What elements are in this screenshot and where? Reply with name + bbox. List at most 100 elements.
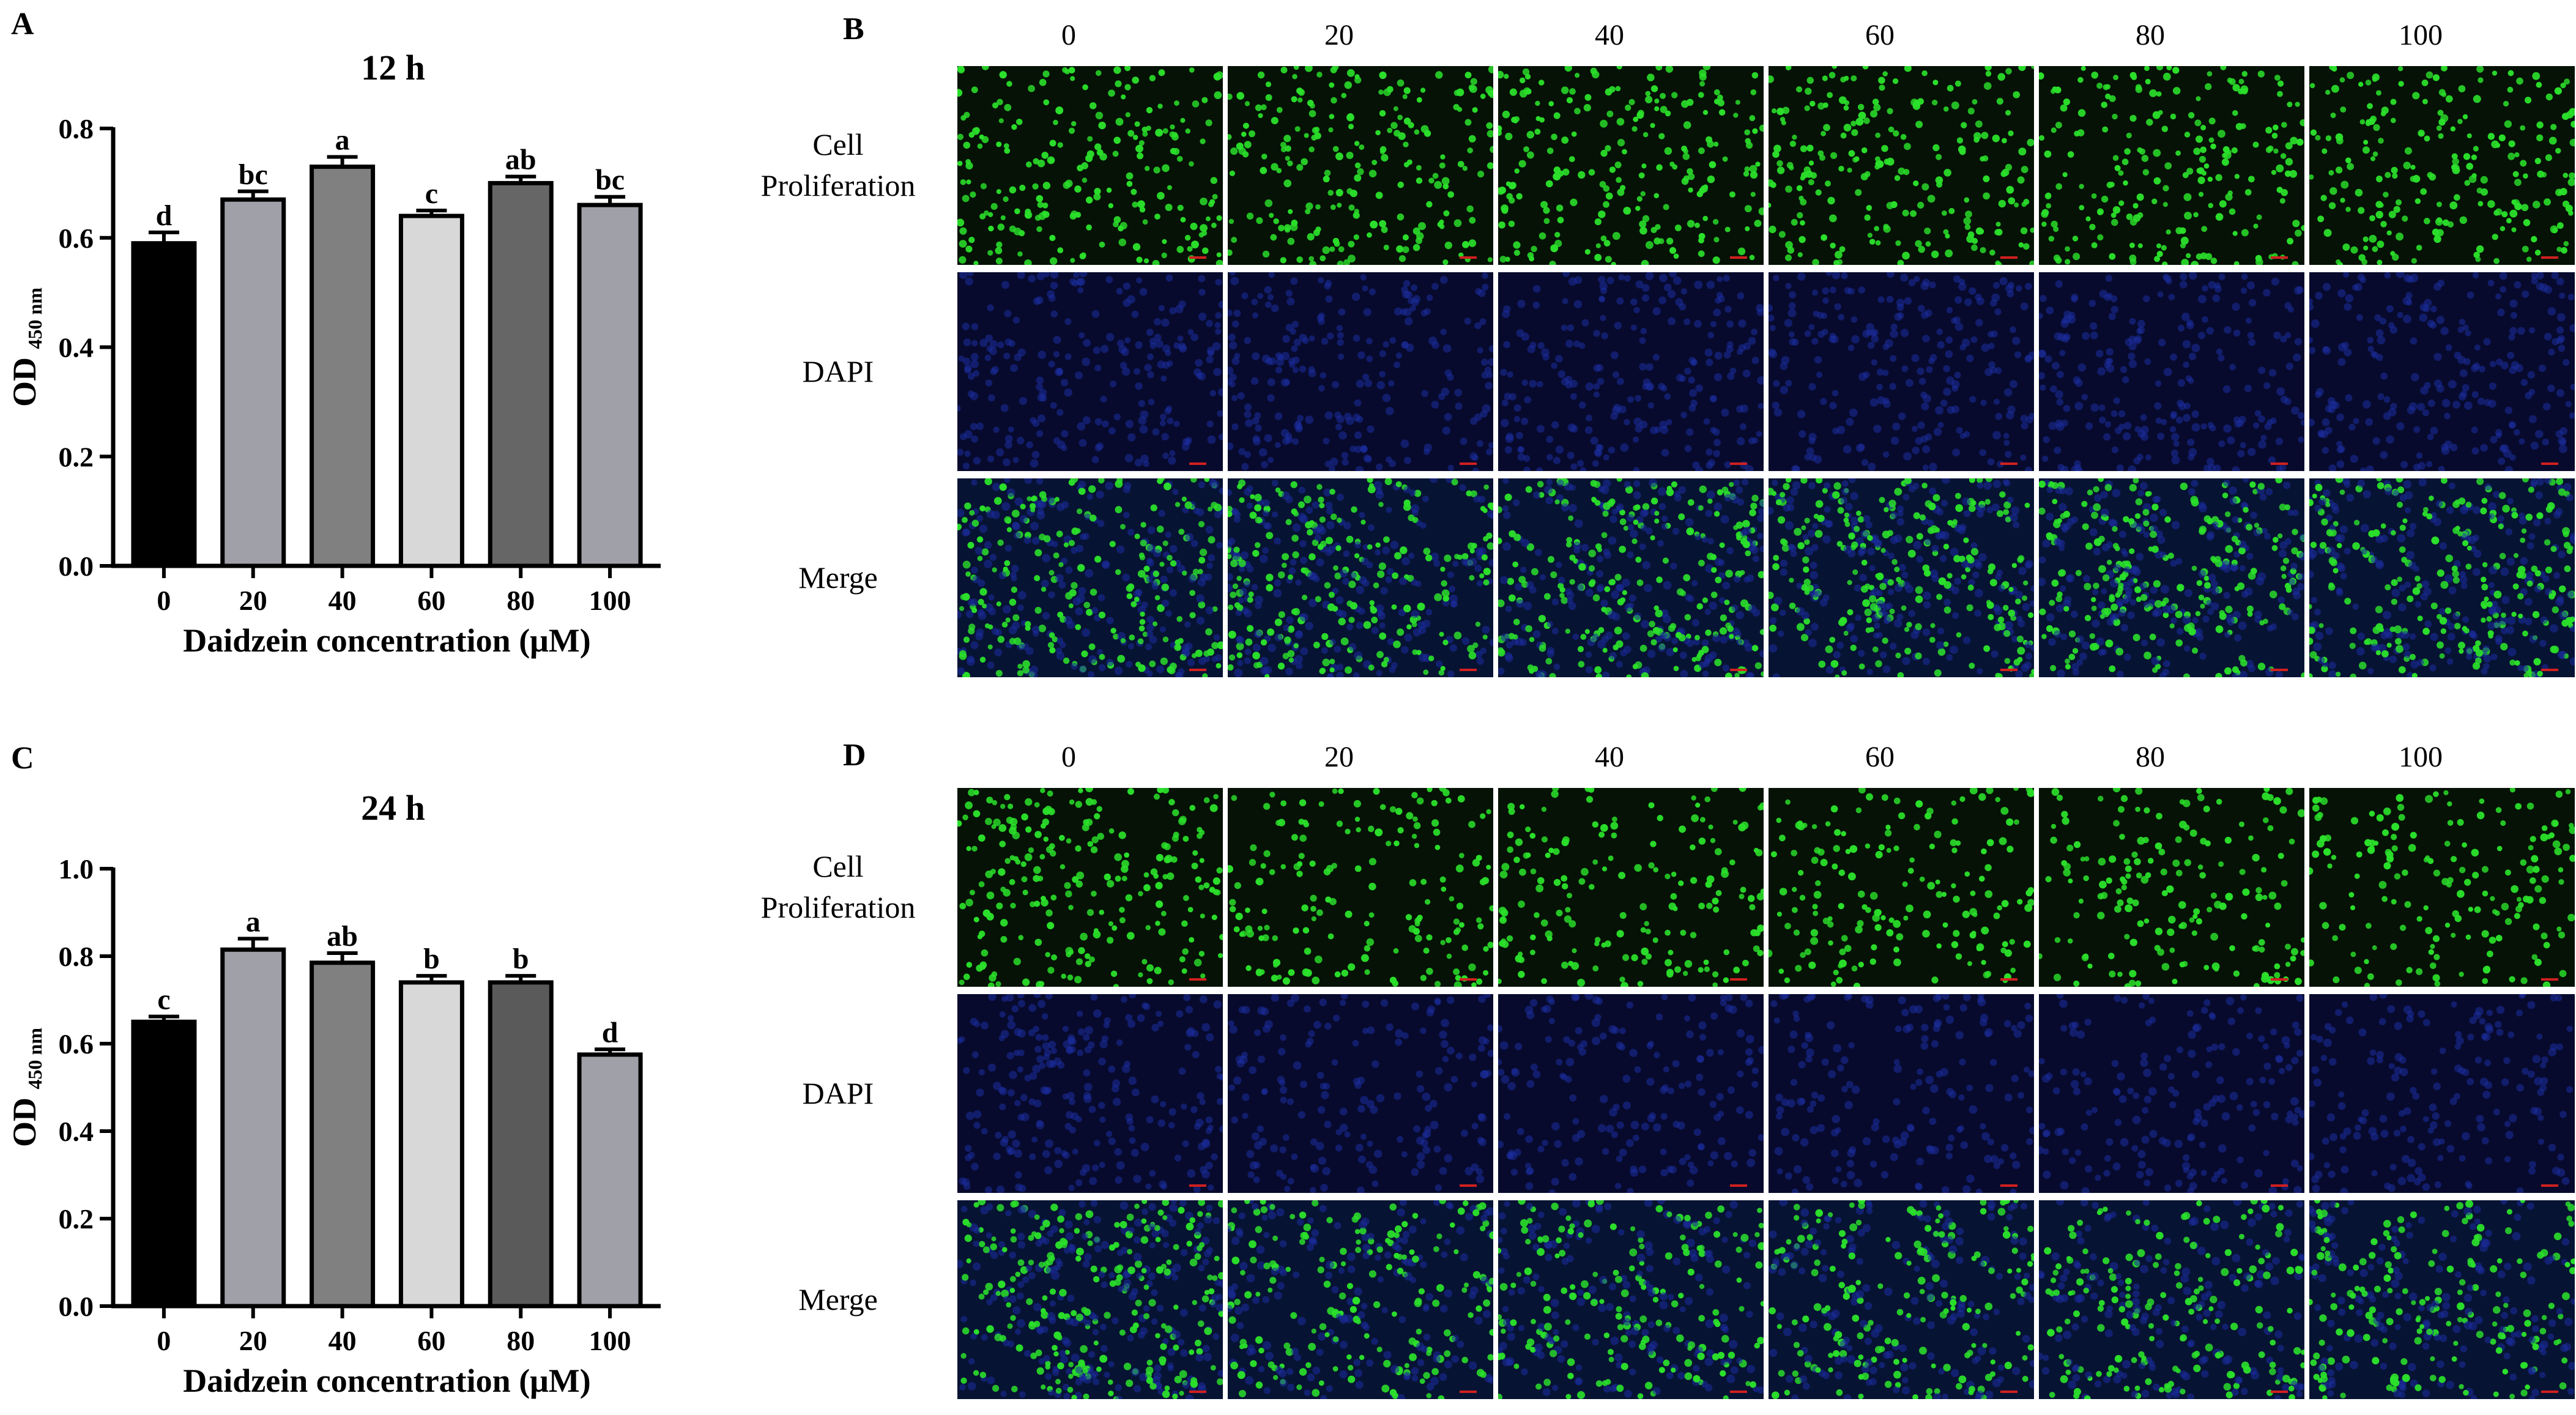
- merge-image-40: [1498, 1200, 1764, 1399]
- scale-bar: [1460, 1391, 1477, 1393]
- chart1-xtick-label: 80: [507, 1325, 535, 1356]
- panel-letter-b: B: [843, 12, 864, 46]
- proliferation-image-60: [1769, 66, 2034, 265]
- panel-letter-c: C: [11, 741, 34, 776]
- chart1-bar-100: [577, 1052, 643, 1309]
- scale-bar: [1730, 1184, 1747, 1187]
- scale-bar: [1189, 669, 1206, 671]
- scale-bar: [2541, 1184, 2558, 1187]
- scale-bar: [1189, 1184, 1206, 1187]
- merge-image-0: [957, 478, 1223, 677]
- chart0-bar-100: [577, 202, 643, 568]
- scale-bar: [1189, 1391, 1206, 1393]
- chart1-ytick-label: 0.6: [59, 1028, 94, 1060]
- dapi-image-60: [1769, 994, 2034, 1193]
- scale-bar: [1189, 462, 1206, 465]
- column-header-0: 0: [1061, 741, 1076, 773]
- dapi-image-60: [1769, 272, 2034, 471]
- chart0-ytick-label: 0.6: [59, 223, 94, 254]
- scale-bar: [2271, 462, 2288, 465]
- scale-bar: [2000, 462, 2017, 465]
- scale-bar: [2000, 1391, 2017, 1393]
- chart0-xtick-label: 0: [157, 585, 171, 616]
- scale-bar: [1189, 978, 1206, 981]
- dapi-image-80: [2039, 994, 2304, 1193]
- row-label-merge: Merge: [798, 560, 878, 595]
- dapi-image-20: [1228, 994, 1493, 1193]
- chart0-significance-letter: ab: [505, 144, 536, 176]
- chart0-bar-0: [131, 241, 197, 568]
- chart0-xtick-label: 20: [239, 585, 267, 616]
- scale-bar: [2000, 669, 2017, 671]
- merge-image-60: [1769, 1200, 2034, 1399]
- dapi-image-100: [2309, 994, 2575, 1193]
- dapi-image-20: [1228, 272, 1493, 471]
- column-header-20: 20: [1324, 19, 1354, 51]
- proliferation-image-100: [2309, 66, 2575, 265]
- scale-bar: [1189, 256, 1206, 259]
- scale-bar: [2541, 462, 2558, 465]
- row-label-dapi: DAPI: [802, 1075, 874, 1110]
- chart1-bar-40: [310, 960, 376, 1309]
- chart-12h-svg: 12 h 0.0 0.2 0.4 0.6 0.8 OD 450 nm d 0 bc 20 a 40 c 60…: [6, 48, 661, 659]
- dapi-image-40: [1498, 272, 1764, 471]
- proliferation-image-60: [1769, 788, 2034, 987]
- chart1-ytick-label: 0.0: [59, 1291, 94, 1322]
- chart0-significance-letter: a: [335, 124, 350, 156]
- row-label-dapi: DAPI: [802, 354, 874, 388]
- panel-letter-d: D: [843, 738, 866, 773]
- chart0-y-label: OD 450 nm: [6, 288, 46, 407]
- proliferation-image-80: [2039, 788, 2304, 987]
- proliferation-image-40: [1498, 66, 1764, 265]
- scale-bar: [2271, 669, 2288, 671]
- chart1-bar-60: [398, 980, 464, 1309]
- chart1-significance-letter: a: [246, 905, 261, 938]
- scale-bar: [1730, 462, 1747, 465]
- column-header-40: 40: [1595, 19, 1624, 51]
- chart1-bar-0: [131, 1019, 197, 1309]
- chart0-bar-80: [488, 180, 554, 568]
- chart0-significance-letter: c: [425, 177, 438, 210]
- row-label-cell-proliferation: Cell Proliferation: [760, 127, 916, 203]
- scale-bar: [2000, 1184, 2017, 1187]
- column-header-60: 60: [1865, 741, 1895, 773]
- column-header-0: 0: [1061, 19, 1076, 51]
- chart0-significance-letter: bc: [239, 158, 268, 191]
- scale-bar: [2541, 1391, 2558, 1393]
- chart0-ytick-label: 0.4: [59, 332, 94, 363]
- scale-bar: [1730, 669, 1747, 671]
- row-label-cell-proliferation: Cell Proliferation: [760, 849, 916, 925]
- column-header-80: 80: [2136, 741, 2165, 773]
- chart1-xtick-label: 60: [417, 1325, 445, 1356]
- scale-bar: [1460, 462, 1477, 465]
- chart-24h-svg: 24 h 0.0 0.2 0.4 0.6 0.8 1.0 OD 450 nm c 0 a 20 ab 40…: [6, 788, 661, 1399]
- column-header-100: 100: [2399, 19, 2443, 51]
- chart0-bar-40: [310, 165, 376, 568]
- chart0-ytick-label: 0.0: [59, 551, 94, 582]
- chart0-xtick-label: 40: [328, 585, 357, 616]
- micrograph-grid-d: 0 20 40 60 80 100 Cell Proliferation DAPI Merge: [728, 722, 2576, 1415]
- chart0-x-label: Daidzein concentration (μM): [183, 622, 590, 659]
- chart1-xtick-label: 20: [239, 1325, 267, 1356]
- proliferation-image-0: [957, 788, 1223, 987]
- chart1-x-label: Daidzein concentration (μM): [183, 1362, 590, 1399]
- chart1-xtick-label: 40: [328, 1325, 357, 1356]
- proliferation-image-40: [1498, 788, 1764, 987]
- scale-bar: [2541, 978, 2558, 981]
- chart0-significance-letter: d: [156, 199, 173, 232]
- chart1-title: 24 h: [361, 788, 425, 828]
- chart0-title: 12 h: [361, 48, 425, 87]
- scale-bar: [2000, 256, 2017, 259]
- dapi-image-40: [1498, 994, 1764, 1193]
- dapi-image-80: [2039, 272, 2304, 471]
- scale-bar: [2271, 1391, 2288, 1393]
- chart1-ytick-label: 0.2: [59, 1203, 94, 1235]
- merge-image-40: [1498, 478, 1764, 677]
- column-header-20: 20: [1324, 741, 1354, 773]
- chart1-significance-letter: d: [602, 1016, 618, 1049]
- column-header-80: 80: [2136, 19, 2165, 51]
- chart1-y-label: OD 450 nm: [6, 1028, 46, 1147]
- scale-bar: [1460, 256, 1477, 259]
- scale-bar: [1730, 978, 1747, 981]
- micrograph-grid-b: 0 20 40 60 80 100 Cell Proliferation DAPI Merge: [728, 0, 2576, 691]
